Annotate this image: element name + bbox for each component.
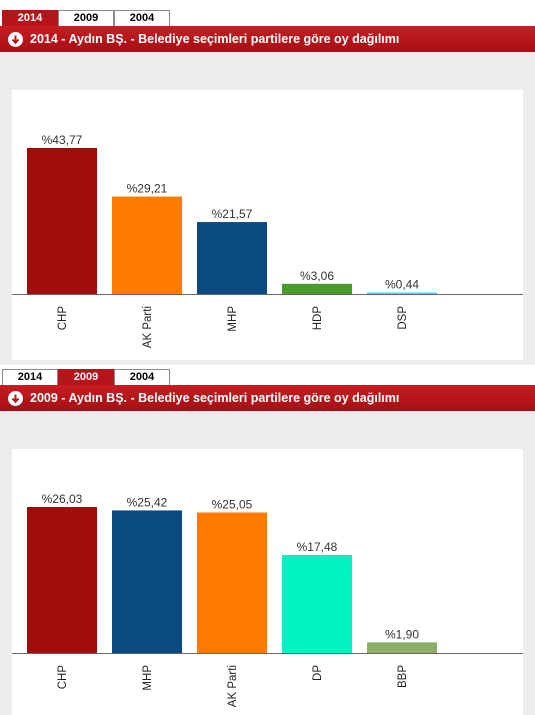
bar-hdp[interactable] [282,283,352,294]
bar-mhp[interactable] [197,222,267,294]
chart-area: %43,77 CHP %29,21 AK Parti %21,57 MHP %3,06 HDP… [0,52,535,365]
bar-bbp[interactable] [367,642,437,653]
arrow-down-circle-icon[interactable] [8,390,23,406]
data-label-mhp: %21,57 [212,207,253,221]
bar-dp[interactable] [282,554,352,653]
chart-area: %26,03 CHP %25,42 MHP %25,05 AK Parti %17,48 DP… [0,411,535,715]
category-label-dsp: DSP [397,306,409,330]
category-label-hdp: HDP [312,306,324,331]
category-label-chp: CHP [57,665,69,690]
year-tabs: 2014 2009 2004 [0,10,535,26]
chart-title: 2009 - Aydın BŞ. - Belediye seçimleri pa… [30,391,400,405]
tab-2014[interactable]: 2014 [2,10,58,26]
bar-dsp[interactable] [367,292,437,294]
election-panel-2009: 2014 2009 2004 2009 - Aydın BŞ. - Beledi… [0,369,535,715]
chart-title: 2014 - Aydın BŞ. - Belediye seçimleri pa… [30,32,400,46]
category-label-dp: DP [312,665,324,681]
data-label-ak-parti: %29,21 [127,182,168,196]
year-tabs: 2014 2009 2004 [0,369,535,385]
chart-header: 2009 - Aydın BŞ. - Belediye seçimleri pa… [0,385,535,411]
chart-header: 2014 - Aydın BŞ. - Belediye seçimleri pa… [0,26,535,52]
data-label-dsp: %0,44 [385,278,419,292]
arrow-down-circle-icon[interactable] [8,31,23,47]
category-label-chp: CHP [57,306,69,331]
category-label-mhp: MHP [227,306,239,332]
tab-2014[interactable]: 2014 [2,369,58,385]
chart-plot-area: %43,77 CHP %29,21 AK Parti %21,57 MHP %3,06 HDP… [12,90,523,360]
bar-chp[interactable] [27,148,97,294]
data-label-ak-parti: %25,05 [212,497,253,511]
tab-2004[interactable]: 2004 [114,10,170,26]
category-label-bbp: BBP [397,665,409,688]
data-label-dp: %17,48 [297,540,338,554]
category-label-ak-parti: AK Parti [142,306,154,348]
data-label-chp: %43,77 [42,133,83,147]
category-label-mhp: MHP [142,665,154,691]
tab-2004[interactable]: 2004 [114,369,170,385]
data-label-mhp: %25,42 [127,495,168,509]
category-label-ak-parti: AK Parti [227,665,239,707]
chart-plot-area: %26,03 CHP %25,42 MHP %25,05 AK Parti %17,48 DP… [12,449,523,715]
bar-ak-parti[interactable] [197,512,267,653]
bar-chart: %26,03 CHP %25,42 MHP %25,05 AK Parti %17,48 DP… [12,492,523,707]
bar-chp[interactable] [27,507,97,653]
tab-2009[interactable]: 2009 [58,10,114,26]
bar-chart: %43,77 CHP %29,21 AK Parti %21,57 MHP %3,06 HDP… [12,133,523,348]
election-panel-2014: 2014 2009 2004 2014 - Aydın BŞ. - Beledi… [0,10,535,365]
bar-ak-parti[interactable] [112,196,182,294]
bar-mhp[interactable] [112,510,182,653]
data-label-hdp: %3,06 [300,269,334,283]
data-label-bbp: %1,90 [385,627,419,641]
tab-2009[interactable]: 2009 [58,369,114,385]
data-label-chp: %26,03 [42,492,83,506]
